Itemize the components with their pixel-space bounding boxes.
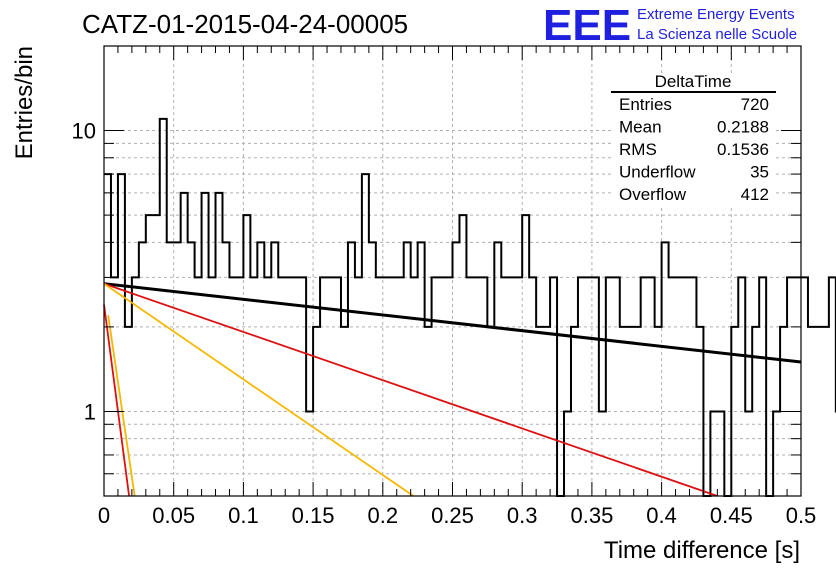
fit-curve [103, 304, 130, 497]
eee-logo: EEE Extreme Energy Events La Scienza nel… [543, 1, 797, 50]
x-tick-label: 0.15 [292, 503, 335, 528]
stats-box: DeltaTime Entries 720 Mean 0.2188 RMS 0.1536 U… [611, 72, 776, 208]
x-tick-label: 0.05 [152, 503, 195, 528]
fit-curve [103, 282, 414, 497]
y-tick-label: 10 [72, 119, 96, 144]
stats-label: Mean [619, 118, 662, 137]
logo-line2: La Scienza nelle Scuole [637, 26, 797, 43]
y-axis-label: Entries/bin [11, 46, 38, 159]
fit-curves [103, 282, 802, 497]
stats-value: 412 [741, 185, 769, 204]
histogram-line [104, 117, 836, 497]
stats-label: Entries [619, 95, 672, 114]
x-tick-label: 0.1 [228, 503, 259, 528]
y-tick-label: 1 [84, 399, 96, 424]
logo-line1: Extreme Energy Events [637, 6, 795, 23]
stats-label: Underflow [619, 163, 696, 182]
fit-curve [103, 282, 802, 364]
stats-rows: Entries 720 Mean 0.2188 RMS 0.1536 Underflow 35… [619, 95, 769, 204]
fit-curve [107, 315, 136, 497]
axes: 0 0.05 0.1 0.15 0.2 0.25 0.3 0.35 0.4 0.45 0.5 1 10 [72, 46, 817, 528]
stats-label: Overflow [619, 185, 687, 204]
fit-curve [103, 282, 718, 497]
x-tick-label: 0 [98, 503, 110, 528]
x-tick-label: 0.5 [786, 503, 817, 528]
stats-name: DeltaTime [655, 72, 732, 91]
x-axis-label: Time difference [s] [604, 537, 800, 564]
x-tick-label: 0.3 [507, 503, 538, 528]
logo-mark: EEE [543, 1, 631, 50]
stats-value: 0.2188 [717, 118, 769, 137]
x-tick-label: 0.45 [710, 503, 753, 528]
x-tick-label: 0.4 [646, 503, 677, 528]
x-tick-label: 0.25 [431, 503, 474, 528]
histogram [104, 117, 836, 497]
x-tick-label: 0.2 [368, 503, 399, 528]
stats-value: 720 [741, 95, 769, 114]
chart-title: CATZ-01-2015-04-24-00005 [82, 9, 408, 39]
x-tick-label: 0.35 [570, 503, 613, 528]
stats-value: 0.1536 [717, 140, 769, 159]
stats-value: 35 [750, 163, 769, 182]
stats-label: RMS [619, 140, 657, 159]
